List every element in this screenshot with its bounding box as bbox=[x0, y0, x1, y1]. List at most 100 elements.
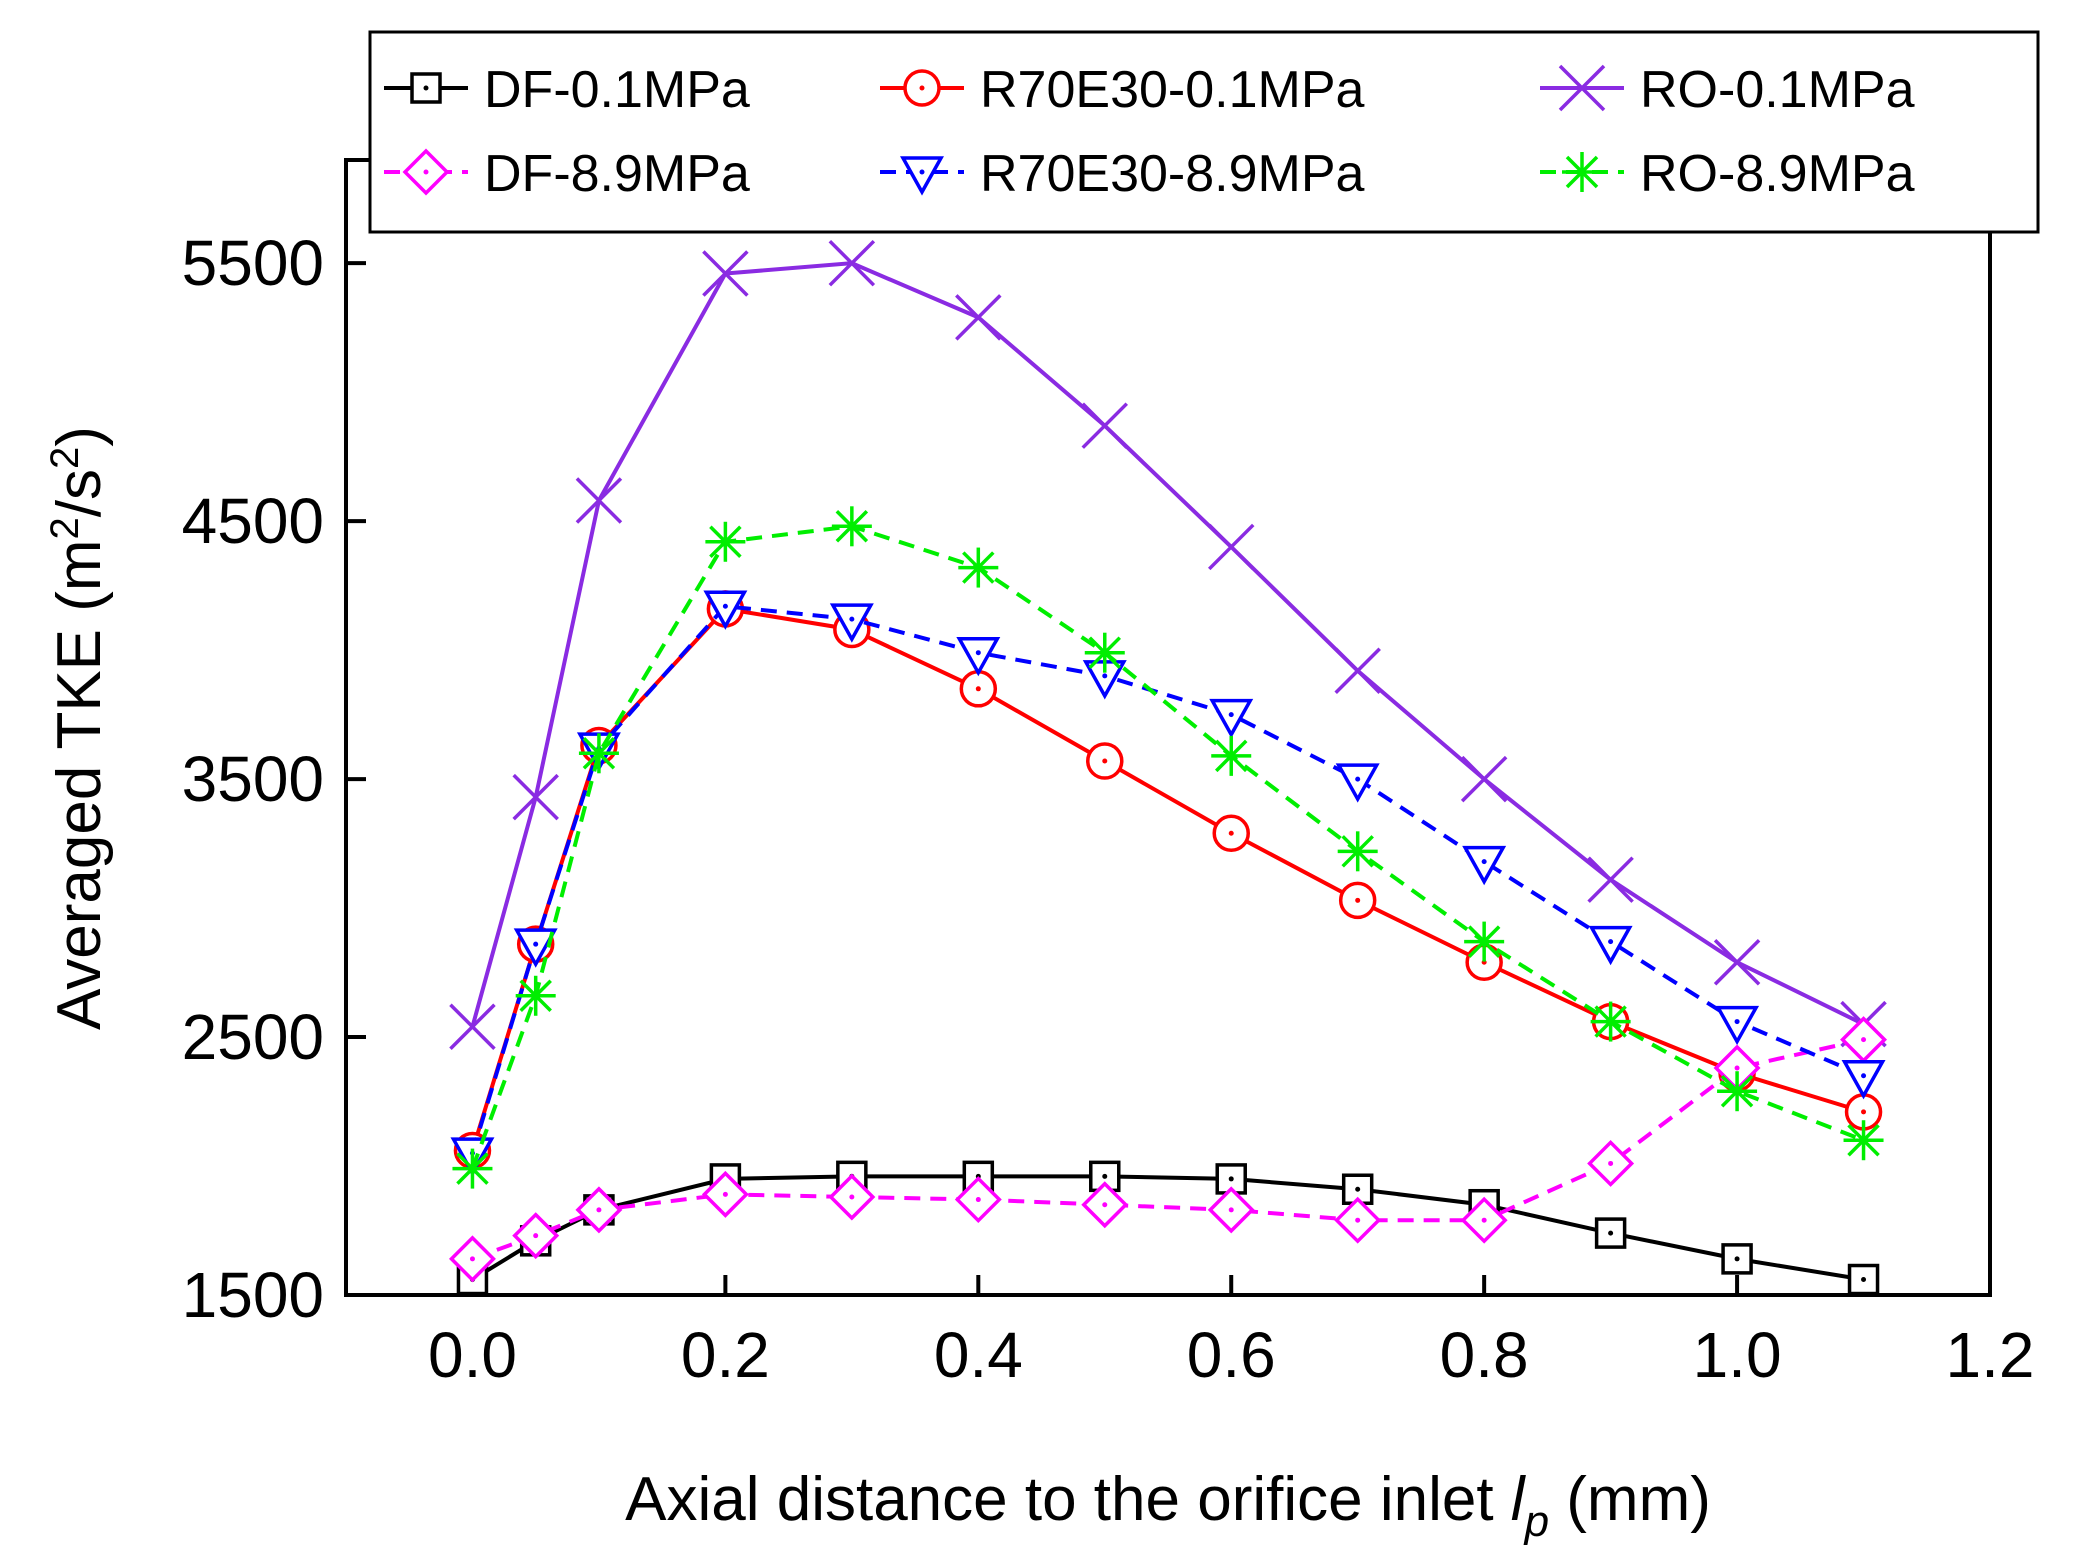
data-point bbox=[515, 975, 556, 1016]
data-point bbox=[705, 521, 746, 562]
y-axis-title-mid: /s bbox=[45, 469, 114, 517]
x-tick-label: 0.0 bbox=[428, 1319, 517, 1391]
data-point bbox=[828, 1173, 876, 1221]
data-point bbox=[828, 239, 876, 287]
x-tick-label: 0.8 bbox=[1440, 1319, 1529, 1391]
x-axis-title-unit: (mm) bbox=[1549, 1465, 1711, 1534]
y-axis-title-end: ) bbox=[45, 426, 114, 447]
data-point bbox=[1209, 698, 1254, 739]
data-point bbox=[1840, 1016, 1888, 1064]
data-point bbox=[1715, 1005, 1760, 1046]
x-tick-label: 0.2 bbox=[681, 1319, 770, 1391]
legend-box bbox=[368, 30, 2040, 234]
series-line bbox=[470, 604, 1865, 1154]
data-point bbox=[1460, 1196, 1508, 1244]
data-point bbox=[1207, 523, 1255, 571]
series-line bbox=[471, 1174, 1864, 1282]
legend-marker bbox=[410, 72, 442, 104]
legend-marker bbox=[402, 148, 450, 196]
series-line bbox=[470, 606, 1865, 1152]
series-DF-8.9MPa bbox=[448, 1016, 1888, 1283]
legend-item: R70E30-0.1MPa bbox=[880, 61, 1365, 119]
data-point bbox=[449, 1003, 496, 1050]
data-point bbox=[1212, 814, 1250, 853]
data-point bbox=[1587, 856, 1634, 903]
data-point bbox=[1462, 845, 1507, 886]
y-axis-title-main: Averaged TKE (m bbox=[45, 539, 114, 1030]
data-point bbox=[513, 928, 558, 968]
data-point bbox=[1590, 1001, 1631, 1042]
legend-marker bbox=[1558, 64, 1606, 112]
data-point bbox=[1337, 831, 1378, 872]
data-point bbox=[1717, 1071, 1758, 1112]
x-axis-title-sub: p bbox=[1523, 1497, 1549, 1546]
legend-marker bbox=[900, 156, 944, 196]
y-tick-label: 5500 bbox=[182, 227, 324, 299]
data-point bbox=[1594, 1217, 1627, 1249]
data-point bbox=[452, 1148, 493, 1189]
data-point bbox=[575, 1186, 623, 1234]
legend: DF-0.1MPa R70E30-0.1MPa RO-0.1MPa DF-8.9MPa… bbox=[368, 30, 2040, 234]
series-RO-8.9MPa bbox=[452, 506, 1884, 1189]
series-line bbox=[470, 261, 1865, 1028]
legend-label: R70E30-8.9MPa bbox=[980, 145, 1365, 203]
series-line bbox=[470, 524, 1865, 1170]
data-point bbox=[1211, 735, 1252, 776]
legend-item: RO-0.1MPa bbox=[1540, 61, 1915, 119]
data-point bbox=[1713, 939, 1761, 986]
y-tick-label: 3500 bbox=[182, 743, 324, 815]
series-R70E30-8.9MPa bbox=[450, 590, 1886, 1177]
data-point bbox=[701, 1170, 749, 1218]
legend-label: R70E30-0.1MPa bbox=[980, 61, 1365, 119]
x-tick-label: 1.2 bbox=[1946, 1319, 2035, 1391]
data-point bbox=[1081, 402, 1129, 449]
x-axis-title: Axial distance to the orifice inlet lp (… bbox=[625, 1465, 1711, 1546]
data-point bbox=[831, 506, 872, 547]
data-point bbox=[1338, 881, 1377, 920]
legend-item: DF-8.9MPa bbox=[384, 145, 750, 203]
data-point bbox=[956, 636, 1001, 677]
data-point bbox=[1588, 925, 1633, 966]
y-axis-title: Averaged TKE (m2/s2) bbox=[43, 426, 114, 1030]
data-point bbox=[1843, 1120, 1884, 1161]
x-tick-label: 0.4 bbox=[934, 1319, 1023, 1391]
y-tick-label: 1500 bbox=[182, 1259, 324, 1331]
data-point bbox=[1847, 1263, 1880, 1296]
data-point bbox=[955, 294, 1002, 341]
data-point bbox=[575, 477, 623, 524]
data-point bbox=[1460, 755, 1508, 803]
data-point bbox=[1841, 1059, 1886, 1100]
legend-marker bbox=[1562, 152, 1602, 192]
data-point bbox=[1334, 1196, 1382, 1244]
data-point bbox=[959, 670, 998, 708]
legend-item: RO-8.9MPa bbox=[1540, 145, 1915, 203]
data-point bbox=[703, 590, 748, 630]
data-point bbox=[958, 547, 999, 588]
axes: 0.0 0.2 0.4 0.6 0.8 1.0 1.2 1500 2500 3500 4500 550… bbox=[182, 227, 2035, 1391]
legend-marker bbox=[903, 69, 941, 107]
data-point bbox=[1086, 742, 1124, 780]
series-lines bbox=[448, 239, 1888, 1296]
series-R70E30-0.1MPa bbox=[453, 590, 1883, 1170]
data-point bbox=[578, 733, 619, 774]
y-tick-label: 4500 bbox=[182, 485, 324, 557]
x-tick-label: 1.0 bbox=[1693, 1319, 1782, 1391]
data-point bbox=[1464, 921, 1505, 962]
data-point bbox=[1587, 1139, 1635, 1187]
plot-frame bbox=[344, 158, 1992, 1297]
y-tick-label: 2500 bbox=[182, 1001, 324, 1073]
data-point bbox=[1335, 763, 1380, 803]
series-DF-0.1MPa bbox=[456, 1160, 1880, 1296]
legend-label: DF-0.1MPa bbox=[484, 61, 750, 119]
data-point bbox=[512, 1212, 560, 1260]
y-axis-title-sup1: 2 bbox=[43, 517, 87, 539]
x-axis-title-main: Axial distance to the orifice inlet bbox=[625, 1465, 1511, 1534]
legend-label: DF-8.9MPa bbox=[484, 145, 750, 203]
data-point bbox=[1334, 647, 1381, 694]
legend-label: RO-0.1MPa bbox=[1640, 61, 1915, 119]
data-point bbox=[512, 773, 559, 821]
data-point bbox=[702, 250, 749, 297]
data-point bbox=[829, 603, 874, 643]
data-point bbox=[1207, 1186, 1255, 1234]
